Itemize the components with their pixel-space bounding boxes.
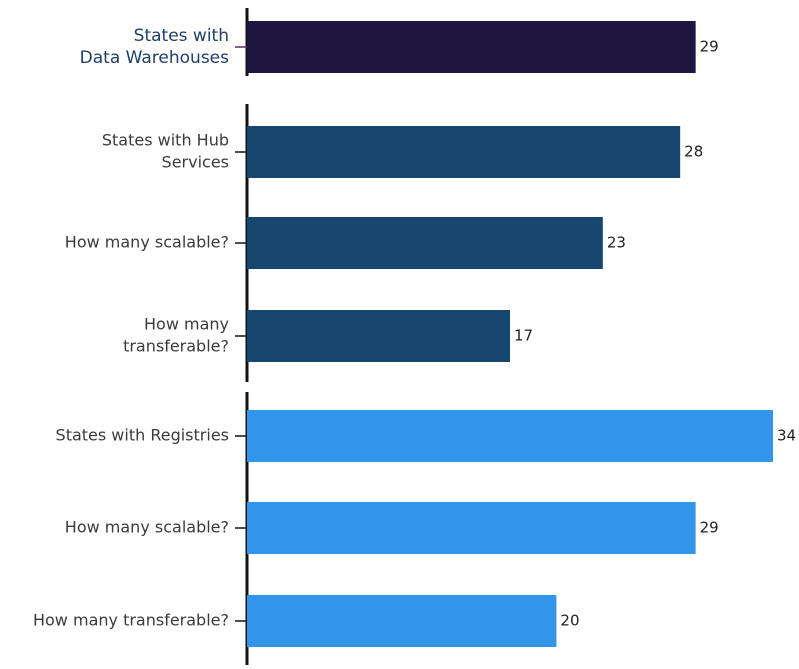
category-label-1-0-line-0: States with Hub <box>102 131 229 150</box>
bar-1-0 <box>247 126 681 178</box>
bar-2-2 <box>247 595 557 647</box>
value-label-0-0: 29 <box>700 38 719 56</box>
category-label-1-2-line-0: How many <box>144 315 229 334</box>
value-label-1-0: 28 <box>684 143 703 161</box>
category-label-1-1-line-0: How many scalable? <box>65 233 229 252</box>
value-label-1-1: 23 <box>607 234 626 252</box>
bar-1-1 <box>247 217 603 269</box>
value-label-2-1: 29 <box>700 519 719 537</box>
category-label-2-0-line-0: States with Registries <box>56 426 229 445</box>
bar-0-0 <box>247 21 696 73</box>
category-label-0-0-line-1: Data Warehouses <box>80 48 229 68</box>
category-label-1-2-line-1: transferable? <box>123 337 229 356</box>
category-label-2-1-line-0: How many scalable? <box>65 518 229 537</box>
bar-2-1 <box>247 502 696 554</box>
value-label-2-0: 34 <box>777 427 796 445</box>
category-label-1-0-line-1: Services <box>162 153 229 172</box>
category-label-2-2-line-0: How many transferable? <box>33 611 229 630</box>
bar-1-2 <box>247 310 510 362</box>
value-label-2-2: 20 <box>560 612 579 630</box>
bar-2-0 <box>247 410 773 462</box>
value-label-1-2: 17 <box>514 327 533 345</box>
category-label-0-0-line-0: States with <box>134 26 229 46</box>
